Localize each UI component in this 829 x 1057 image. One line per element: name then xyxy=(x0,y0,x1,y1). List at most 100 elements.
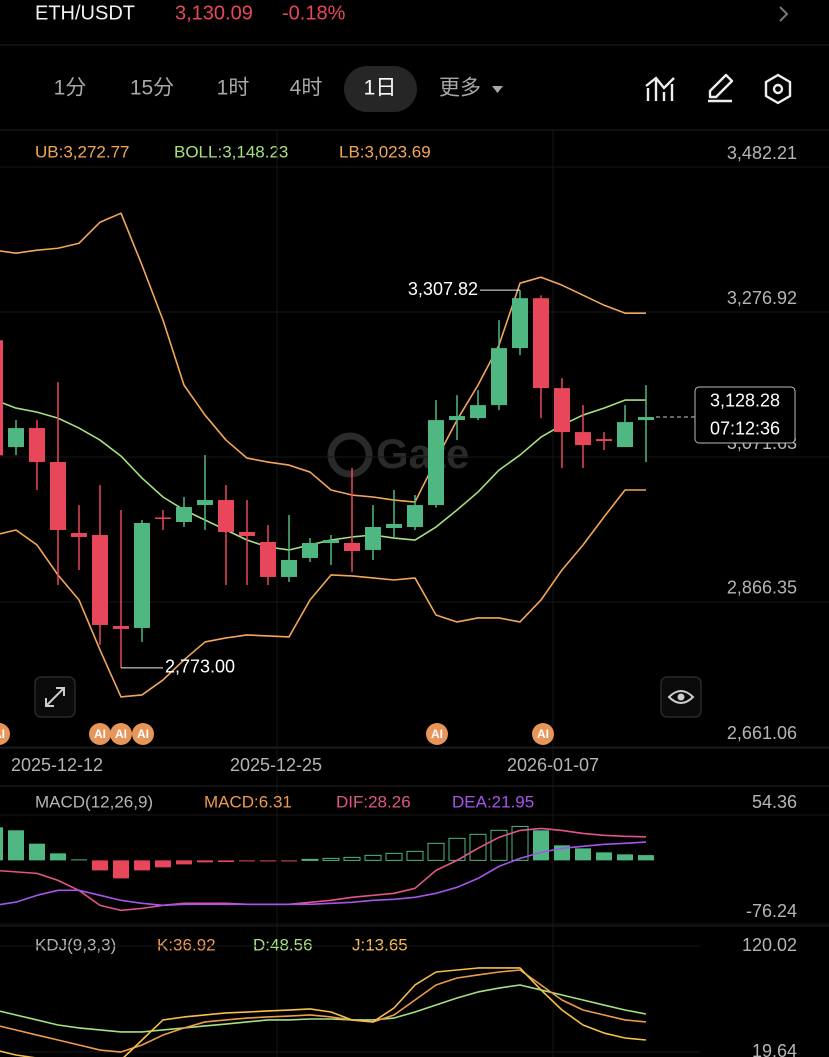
macd-bar xyxy=(197,860,213,863)
candle-body xyxy=(449,416,465,421)
candle-body xyxy=(533,298,549,389)
settings-icon-dot xyxy=(772,83,784,95)
macd-bar xyxy=(239,860,255,862)
candle-body xyxy=(323,540,339,543)
current-price: 3,128.28 xyxy=(710,391,780,411)
tab[interactable]: 4时 xyxy=(290,77,323,100)
ai-badge-text: AI xyxy=(0,727,5,741)
macd-bar xyxy=(0,827,3,861)
plot: 3,482.213,276.923,071.632,866.352,661.06… xyxy=(0,143,829,1057)
macd-bar xyxy=(596,852,612,861)
y-tick-label: 19.64 xyxy=(752,1041,797,1057)
ub-legend: UB:3,272.77 xyxy=(35,142,130,161)
candle-body xyxy=(470,405,486,419)
y-tick-label: 120.02 xyxy=(742,935,797,955)
macd-bar xyxy=(71,859,87,861)
macd-bar xyxy=(50,853,66,861)
pair[interactable]: ETH/USDT xyxy=(35,2,135,24)
ai-badge-text: AI xyxy=(431,727,443,741)
y-tick-label: 2,866.35 xyxy=(727,578,797,598)
candle-body xyxy=(29,428,45,463)
candle-body xyxy=(50,462,66,530)
dif-legend: DIF:28.26 xyxy=(336,792,411,811)
candle-body xyxy=(512,298,528,349)
macd-bar xyxy=(113,860,129,879)
date-label: 2025-12-25 xyxy=(230,755,322,775)
candle-body xyxy=(638,416,654,421)
macd-bar xyxy=(638,855,654,861)
candle-body xyxy=(113,625,129,629)
ai-badge-text: AI xyxy=(94,727,106,741)
candle-body xyxy=(617,422,633,448)
macd-bar xyxy=(617,854,633,861)
k-line xyxy=(0,969,647,1053)
boll-lower xyxy=(0,489,646,698)
candle-body xyxy=(386,523,402,529)
macd-bar xyxy=(155,860,171,868)
macd-bar xyxy=(469,833,487,861)
d-line xyxy=(0,984,647,1033)
macd-bar xyxy=(281,860,297,862)
k-legend: K:36.92 xyxy=(157,935,216,954)
current-price-box xyxy=(694,386,796,444)
chevron[interactable] xyxy=(779,6,789,22)
j-legend: J:13.65 xyxy=(352,935,408,954)
candle-body xyxy=(155,517,171,519)
eye-pupil xyxy=(677,693,685,701)
y-tick-label: 2,661.06 xyxy=(727,723,797,743)
dropdown-arrow xyxy=(492,86,503,93)
ai-badge-text: AI xyxy=(137,727,149,741)
eye-icon xyxy=(667,690,695,704)
macd-bar xyxy=(533,830,549,861)
expand-icon xyxy=(45,687,65,707)
y-tick-label: 54.36 xyxy=(752,792,797,812)
dea-legend: DEA:21.95 xyxy=(452,792,534,811)
candle-body xyxy=(0,340,3,456)
candle-body xyxy=(260,541,276,577)
watermark: Gate xyxy=(376,430,469,477)
macd-bar xyxy=(511,825,529,861)
ai-badge[interactable] xyxy=(89,723,111,745)
candle-body xyxy=(71,533,87,537)
macd-bar xyxy=(406,850,424,861)
settings-icon[interactable] xyxy=(764,73,792,105)
ai-badge-text: AI xyxy=(115,727,127,741)
candle-body xyxy=(365,527,381,550)
ai-badge[interactable] xyxy=(426,723,448,745)
ai-badge[interactable] xyxy=(0,723,10,745)
tab[interactable]: 1时 xyxy=(217,77,250,100)
boll-legend: BOLL:3,148.23 xyxy=(174,142,288,161)
active-tab-bg xyxy=(344,66,417,112)
candle-body xyxy=(92,535,108,625)
macd-bar xyxy=(343,856,361,861)
price-change: -0.18% xyxy=(282,2,346,24)
low-label: 2,773.00 xyxy=(165,657,235,677)
candle-body xyxy=(302,542,318,558)
ai-badge[interactable] xyxy=(532,723,554,745)
d-legend: D:48.56 xyxy=(253,935,313,954)
candle-body xyxy=(596,439,612,442)
date-label: 2025-12-12 xyxy=(11,755,103,775)
indicator-icon[interactable] xyxy=(645,76,675,101)
tab[interactable]: 15分 xyxy=(130,77,174,100)
candle-body xyxy=(407,505,423,528)
ai-badge-text: AI xyxy=(537,727,549,741)
high-label: 3,307.82 xyxy=(408,279,478,299)
macd-bar xyxy=(490,829,508,861)
ai-badges: AI AI AI AI AI AI xyxy=(0,723,554,745)
y-tick-label: 3,482.21 xyxy=(727,143,797,163)
candle-body xyxy=(134,522,150,628)
lb-legend: LB:3,023.69 xyxy=(339,142,431,161)
watermark-logo xyxy=(327,432,373,478)
countdown: 07:12:36 xyxy=(710,419,780,439)
tab-active[interactable]: 1日 xyxy=(364,77,397,100)
tab[interactable]: 1分 xyxy=(54,77,87,100)
dea-line xyxy=(0,841,647,907)
tab-more[interactable]: 更多 xyxy=(439,77,481,100)
macd-bar xyxy=(8,830,24,861)
ai-badge[interactable] xyxy=(132,723,154,745)
ai-badge[interactable] xyxy=(110,723,132,745)
candle-body xyxy=(218,500,234,532)
draw-icon[interactable] xyxy=(708,73,734,103)
